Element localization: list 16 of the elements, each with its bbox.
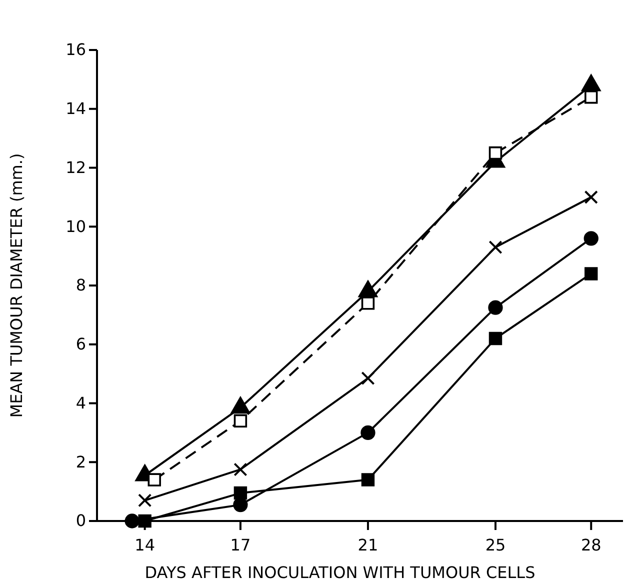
x-tick-label: 25 xyxy=(485,536,506,555)
x-axis-title: DAYS AFTER INOCULATION WITH TUMOUR CELLS xyxy=(144,563,536,582)
x-tick-label: 21 xyxy=(358,536,378,555)
x-tick-label: 28 xyxy=(580,536,602,555)
y-tick-label: 4 xyxy=(76,393,86,412)
y-tick-label: 10 xyxy=(66,216,86,236)
y-tick-label: 0 xyxy=(76,511,86,530)
y-tick-label: 12 xyxy=(66,158,86,177)
x-tick-label: 17 xyxy=(230,536,251,555)
y-axis-title: MEAN TUMOUR DIAMETER (mm.) xyxy=(7,153,26,418)
y-tick-label: 16 xyxy=(66,40,86,60)
y-tick-label: 14 xyxy=(66,98,86,118)
y-tick-label: 2 xyxy=(76,452,86,472)
x-tick-label: 14 xyxy=(134,536,155,555)
y-tick-label: 8 xyxy=(76,276,86,295)
y-tick-label: 6 xyxy=(76,334,86,354)
